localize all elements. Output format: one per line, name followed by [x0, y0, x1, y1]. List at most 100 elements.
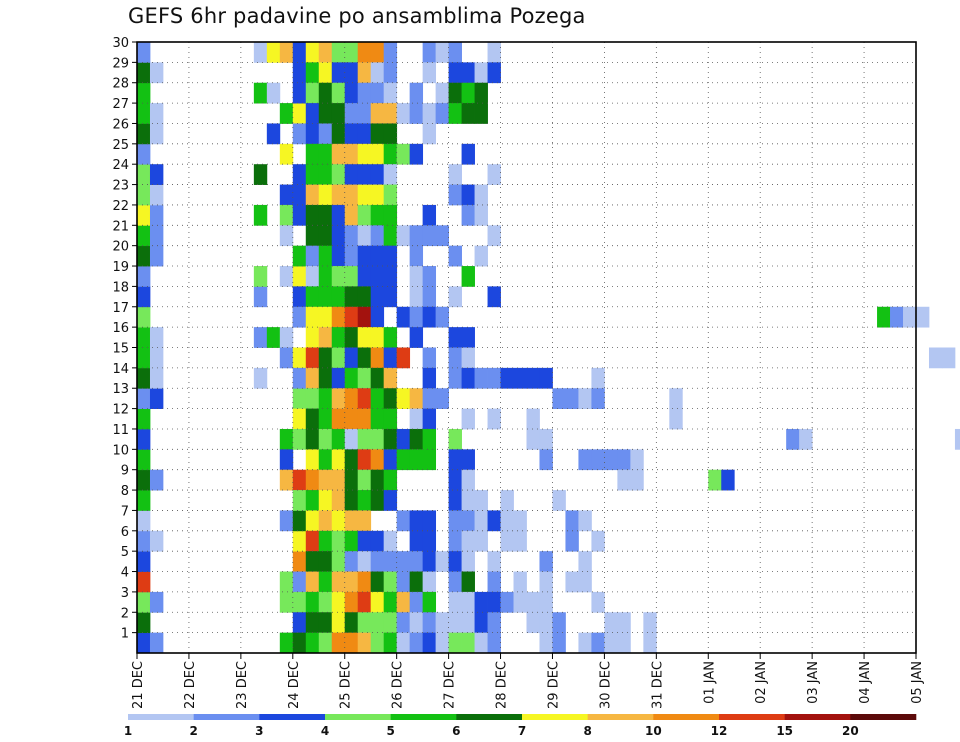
heatmap-cell — [331, 388, 346, 409]
heatmap-cell — [928, 347, 943, 369]
heatmap-cell — [383, 123, 398, 145]
x-tick-label: 23 DEC — [235, 661, 250, 709]
heatmap-cell — [422, 591, 437, 613]
heatmap-cell — [461, 408, 475, 430]
heatmap-cell — [448, 591, 462, 613]
heatmap-cell — [370, 266, 385, 287]
heatmap-cell — [137, 428, 151, 450]
heatmap-cell — [318, 123, 333, 145]
heatmap-cell — [292, 490, 307, 511]
heatmap-cell — [578, 571, 592, 593]
heatmap-cell — [435, 551, 449, 572]
heatmap-cell — [331, 266, 346, 287]
y-tick-label: 12 — [112, 403, 129, 418]
heatmap-cell — [331, 571, 346, 593]
y-tick-label: 27 — [112, 97, 129, 112]
heatmap-cell — [305, 245, 320, 267]
heatmap-cell — [409, 82, 424, 104]
heatmap-cell — [357, 103, 372, 124]
heatmap-cell — [137, 327, 151, 348]
heatmap-cell — [526, 408, 540, 430]
heatmap-cell — [292, 571, 307, 593]
heatmap-cell — [137, 347, 151, 369]
heatmap-cell — [318, 490, 333, 511]
heatmap-cell — [396, 632, 411, 654]
heatmap-cell — [305, 62, 320, 84]
heatmap-cell — [292, 510, 307, 532]
heatmap-cell — [331, 591, 346, 613]
heatmap-cell — [292, 123, 307, 145]
heatmap-cell — [799, 428, 813, 450]
heatmap-cell — [344, 449, 359, 471]
heatmap-cell — [448, 82, 462, 104]
heatmap-cell — [370, 327, 385, 348]
heatmap-cell — [708, 469, 722, 491]
heatmap-cell — [383, 42, 398, 63]
heatmap-cell — [370, 42, 385, 63]
heatmap-cell — [370, 449, 385, 471]
heatmap-cell — [422, 266, 437, 287]
heatmap-cell — [370, 164, 385, 185]
heatmap-cell — [383, 591, 398, 613]
heatmap-cell — [137, 408, 151, 430]
heatmap-cell — [137, 82, 151, 104]
heatmap-cell — [318, 469, 333, 491]
legend-swatch — [522, 714, 588, 720]
heatmap-cell — [149, 245, 164, 267]
heatmap-cell — [318, 591, 333, 613]
heatmap-cell — [435, 612, 449, 634]
heatmap-cell — [305, 42, 320, 63]
heatmap-cell — [331, 245, 346, 267]
heatmap-cell — [565, 510, 579, 532]
heatmap-cell — [383, 388, 398, 409]
heatmap-cell — [357, 612, 372, 634]
heatmap-cell — [591, 632, 605, 654]
heatmap-cell — [357, 286, 372, 308]
heatmap-cell — [305, 367, 320, 389]
heatmap-cell — [370, 408, 385, 430]
heatmap-cell — [331, 42, 346, 63]
heatmap-cell — [331, 530, 346, 552]
heatmap-cell — [941, 347, 956, 369]
y-tick-label: 13 — [112, 382, 129, 397]
heatmap-cell — [292, 42, 307, 63]
heatmap-cell — [279, 204, 294, 226]
heatmap-cell — [409, 225, 424, 247]
heatmap-cell — [448, 103, 462, 124]
y-tick-label: 9 — [121, 464, 129, 479]
heatmap-cell — [396, 143, 411, 165]
heatmap-cell — [890, 306, 904, 328]
heatmap-cell — [149, 469, 164, 491]
heatmap-cell — [279, 510, 294, 532]
heatmap-cell — [344, 571, 359, 593]
heatmap-cell — [630, 449, 644, 471]
heatmap-cell — [474, 490, 488, 511]
heatmap-cell — [305, 510, 320, 532]
heatmap-cell — [318, 306, 333, 328]
heatmap-cell — [253, 327, 268, 348]
y-tick-label: 22 — [112, 199, 129, 214]
y-tick-label: 24 — [112, 158, 129, 173]
heatmap-cell — [461, 469, 475, 491]
heatmap-cell — [448, 551, 462, 572]
heatmap-cell — [344, 327, 359, 348]
heatmap-cell — [487, 62, 501, 84]
heatmap-cell — [357, 449, 372, 471]
heatmap-cell — [318, 184, 333, 206]
heatmap-cell — [357, 42, 372, 63]
heatmap-cell — [422, 103, 437, 124]
heatmap-cell — [149, 204, 164, 226]
heatmap-cell — [279, 347, 294, 369]
heatmap-cell — [487, 367, 501, 389]
legend-label: 2 — [189, 724, 197, 738]
heatmap-cell — [409, 530, 424, 552]
heatmap-cell — [422, 367, 437, 389]
heatmap-cell — [370, 591, 385, 613]
heatmap-cell — [383, 408, 398, 430]
legend-swatch — [259, 714, 326, 720]
x-tick-label: 22 DEC — [183, 661, 198, 709]
heatmap-cell — [721, 469, 735, 491]
heatmap-cell — [487, 408, 501, 430]
heatmap-cell — [448, 571, 462, 593]
heatmap-cell — [461, 591, 475, 613]
